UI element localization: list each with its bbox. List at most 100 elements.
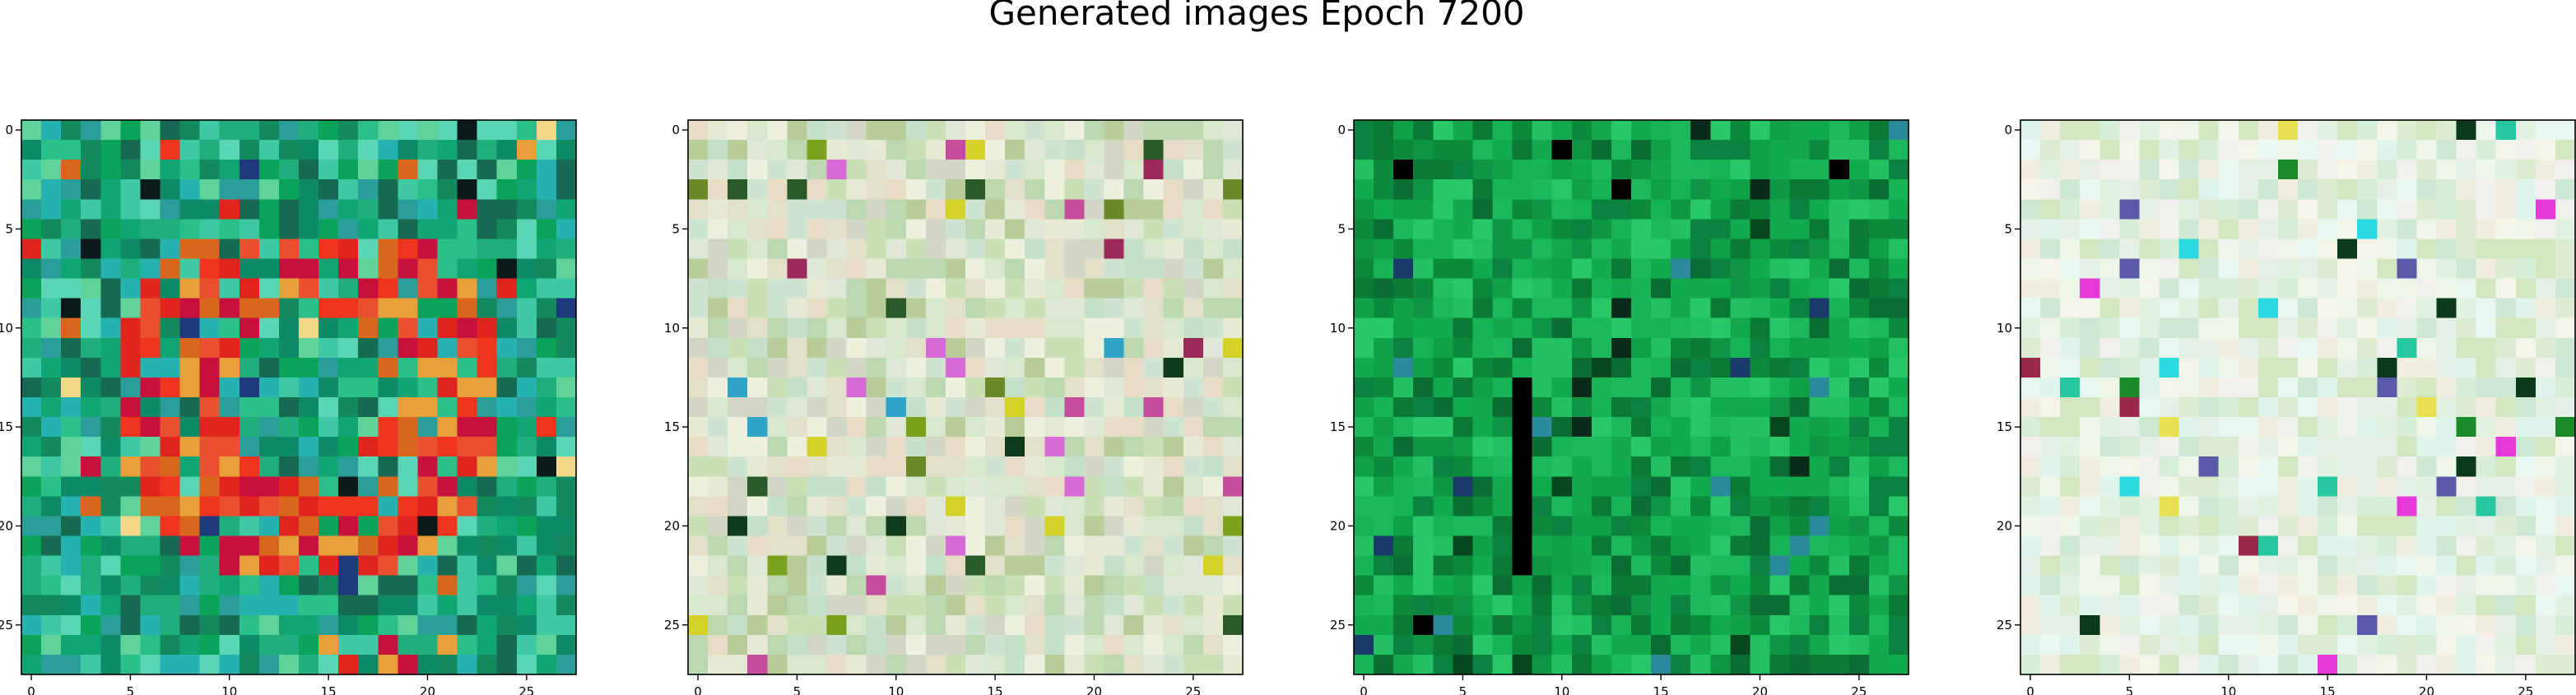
pixel (2318, 575, 2338, 596)
pixel (1631, 437, 1652, 457)
pixel (807, 239, 828, 260)
pixel (1472, 476, 1494, 497)
pixel (985, 140, 1006, 160)
pixel (1222, 377, 1244, 398)
pixel (496, 140, 518, 160)
pixel (1868, 357, 1890, 378)
y-tick-label: 5 (5, 221, 13, 236)
pixel (536, 417, 557, 438)
pixel (2515, 179, 2536, 200)
pixel (179, 258, 201, 280)
pixel (1789, 516, 1811, 537)
pixel (925, 199, 946, 220)
pixel (2298, 535, 2318, 557)
pixel (1393, 219, 1414, 240)
pixel (1750, 614, 1771, 636)
pixel (437, 614, 458, 636)
pixel (179, 397, 201, 418)
pixel (358, 595, 379, 616)
pixel (398, 417, 419, 438)
pixel (398, 239, 419, 260)
pixel (2357, 634, 2378, 656)
pixel (767, 317, 788, 339)
pixel (1690, 298, 1711, 319)
pixel (2535, 239, 2556, 260)
pixel (258, 535, 280, 557)
pixel (2139, 239, 2160, 260)
pixel (2436, 476, 2457, 497)
pixel (278, 278, 300, 299)
pixel (1492, 377, 1514, 398)
pixel (179, 437, 201, 457)
pixel (1025, 437, 1045, 457)
pixel (160, 199, 181, 220)
pixel (1492, 179, 1514, 200)
pixel (41, 278, 62, 299)
pixel (2080, 496, 2100, 517)
pixel (2397, 239, 2418, 260)
pixel (1202, 555, 1224, 577)
pixel (1222, 456, 1244, 477)
pixel (2555, 140, 2576, 160)
pixel (2099, 258, 2120, 280)
pixel (378, 417, 398, 438)
pixel (1611, 317, 1632, 339)
pixel (2476, 278, 2497, 299)
pixel (1651, 120, 1672, 141)
pixel (1433, 456, 1453, 477)
pixel (2298, 575, 2318, 596)
pixel (239, 535, 260, 557)
pixel (1025, 120, 1045, 141)
pixel (2257, 437, 2279, 457)
pixel (2198, 140, 2220, 160)
pixel (2060, 634, 2081, 656)
pixel (1222, 417, 1244, 438)
pixel (1829, 417, 1850, 438)
x-tick-label: 0 (694, 684, 702, 695)
pixel (846, 535, 867, 557)
pixel (299, 239, 319, 260)
pixel (2238, 476, 2259, 497)
pixel (1005, 160, 1025, 180)
pixel (319, 239, 339, 260)
pixel (1354, 476, 1374, 497)
pixel (1671, 516, 1691, 537)
pixel (965, 258, 986, 280)
pixel (1888, 357, 1909, 378)
pixel (866, 417, 887, 438)
pixel (2119, 120, 2141, 141)
pixel (2178, 476, 2200, 497)
pixel (985, 397, 1006, 418)
pixel (457, 337, 478, 359)
pixel (1631, 337, 1652, 359)
pixel (278, 397, 300, 418)
pixel (1868, 614, 1890, 636)
pixel (1393, 614, 1414, 636)
pixel (985, 535, 1006, 557)
pixel (2337, 516, 2358, 537)
pixel (925, 298, 946, 319)
pixel (1829, 219, 1850, 240)
pixel (398, 120, 419, 141)
pixel (1551, 417, 1573, 438)
pixel (378, 140, 398, 160)
pixel (239, 239, 260, 260)
pixel (846, 120, 867, 141)
pixel (2198, 456, 2220, 477)
pixel (536, 258, 557, 280)
pixel (1868, 317, 1890, 339)
pixel (1809, 258, 1830, 280)
pixel (1651, 634, 1672, 656)
pixel (1413, 476, 1434, 497)
pixel (1492, 337, 1514, 359)
pixel (688, 179, 709, 200)
pixel (417, 179, 439, 200)
pixel (1571, 219, 1593, 240)
pixel (2218, 337, 2239, 359)
pixel (2257, 377, 2279, 398)
pixel (2436, 140, 2457, 160)
pixel (2277, 575, 2299, 596)
pixel (866, 120, 887, 141)
pixel (1354, 516, 1374, 537)
pixel (1868, 555, 1890, 577)
